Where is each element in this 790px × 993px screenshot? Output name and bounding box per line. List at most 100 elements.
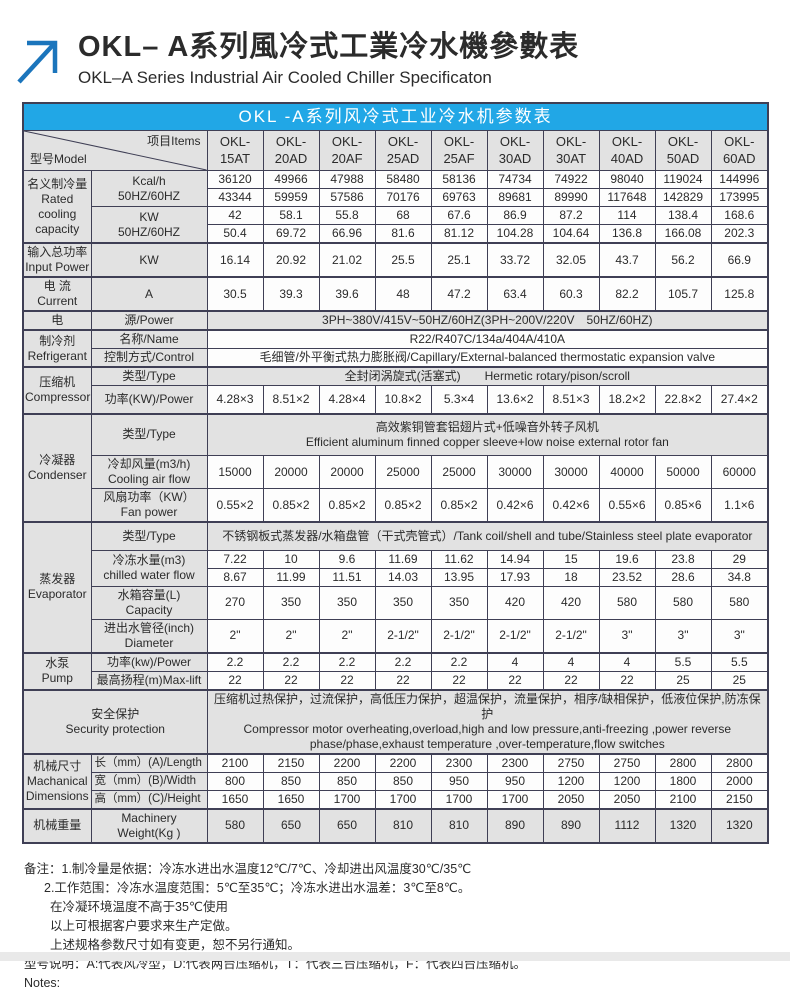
- data-cell: 2-1/2": [542, 618, 600, 653]
- data-cell: 7.22: [206, 549, 264, 569]
- row-label: 810: [430, 807, 488, 843]
- data-cell: 1650: [262, 789, 320, 809]
- row-label: 名称/Name: [90, 329, 208, 349]
- data-cell: 2-1/2": [374, 618, 432, 653]
- data-cell: 125.8: [710, 276, 769, 312]
- row-label: 1320: [654, 807, 712, 843]
- data-cell: 48: [374, 276, 432, 312]
- row-label: 进出水管径(inch) Diameter: [90, 618, 208, 653]
- data-cell: 2-1/2": [430, 618, 488, 653]
- data-cell: 39.3: [262, 276, 320, 312]
- data-cell: 3": [710, 618, 769, 653]
- data-cell: 2750: [542, 752, 600, 773]
- corner-items-label: 项目Items: [147, 134, 201, 148]
- table-row: 8.67 11.99 11.51 14.03 13.95 17.93 18 23.52 28.6…: [23, 567, 769, 587]
- data-cell: 1700: [318, 789, 376, 809]
- data-cell: 60000: [710, 455, 769, 489]
- data-cell: 高效紫铜管套铝翅片式+低噪音外转子风机 Efficient aluminum f…: [206, 412, 769, 456]
- page-title: OKL– A系列風冷式工業冷水機參數表: [78, 31, 580, 63]
- table-row: 机械重量 Machinery Weight(Kg ) 580 650 650 810 810…: [22, 807, 769, 843]
- data-cell: 104.64: [542, 224, 600, 244]
- data-cell: 23.8: [654, 549, 712, 569]
- data-cell: 58.1: [262, 206, 320, 225]
- data-cell: 580: [654, 585, 712, 620]
- data-cell: 15000: [206, 455, 264, 489]
- data-cell: 142829: [654, 188, 712, 207]
- row-label: 源/Power: [90, 310, 208, 331]
- data-cell: 2-1/2": [486, 618, 544, 653]
- data-cell: 2150: [710, 789, 769, 809]
- data-cell: 950: [486, 771, 544, 791]
- data-cell: 20000: [262, 455, 320, 489]
- row-label: 压缩机 Compressor: [22, 366, 92, 414]
- data-cell: 25.1: [430, 242, 488, 278]
- data-cell: 18: [542, 567, 600, 587]
- data-cell: 2000: [710, 771, 769, 791]
- row-label: 电 流 Current: [22, 276, 92, 312]
- table-row: 水箱容量(L) Capacity 270 350 350 350 350 420 420 580…: [23, 585, 769, 620]
- data-cell: 4: [598, 651, 656, 672]
- model-header: OKL- 20AD: [262, 130, 320, 171]
- table-row: 输入总功率 Input Power KW 16.14 20.92 21.02 25.5 25…: [22, 242, 769, 278]
- data-cell: 13.6×2: [486, 385, 544, 414]
- up-right-arrow-icon: [14, 30, 72, 88]
- data-cell: 69.72: [262, 224, 320, 244]
- data-cell: 不锈钢板式蒸发器/水箱盘管（干式壳管式）/Tank coil/shell and…: [206, 521, 769, 551]
- data-cell: 3": [654, 618, 712, 653]
- data-cell: 57586: [318, 188, 376, 207]
- data-cell: 2800: [710, 752, 769, 773]
- data-cell: 11.51: [318, 567, 376, 587]
- table-row: KW 50HZ/60HZ 42 58.1 55.8 68 67.6 86.9 87.2 114 1…: [23, 206, 769, 244]
- data-cell: 25000: [374, 455, 432, 489]
- table-row: 冷冻水量(m3) chilled water flow 7.22 10 9.6 11.6…: [23, 549, 769, 587]
- data-cell: 13.95: [430, 567, 488, 587]
- data-cell: 25000: [430, 455, 488, 489]
- data-cell: 350: [262, 585, 320, 620]
- row-label: 高（mm）(C)/Height: [90, 789, 208, 809]
- model-header: OKL- 20AF: [318, 130, 376, 171]
- table-row: 电源/Power 3PH~380V/415V~50HZ/60HZ(3PH~200V…: [22, 310, 769, 331]
- row-label: 1320: [710, 807, 769, 843]
- data-cell: 39.6: [318, 276, 376, 312]
- table-row: 50.4 69.72 66.96 81.6 81.12 104.28 104.64 136.8…: [23, 224, 769, 244]
- spec-table-wrap: OKL -A系列风冷式工业冷水机参数表 项目Items 型号Model OKL- 15…: [22, 102, 770, 844]
- data-cell: 0.85×6: [654, 488, 712, 523]
- table-row: 宽（mm）(B)/Width 800 850 850 850 950 950 1200 1200…: [23, 771, 769, 791]
- row-label: 电: [22, 310, 92, 331]
- row-label: KW 50HZ/60HZ: [90, 206, 208, 244]
- corner-model-label: 型号Model: [30, 152, 87, 166]
- data-cell: 74922: [542, 170, 600, 189]
- data-cell: 22: [318, 670, 376, 690]
- table-title: OKL -A系列风冷式工业冷水机参数表: [22, 102, 769, 131]
- data-cell: 4.28×3: [206, 385, 264, 414]
- row-label: 水泵 Pump: [22, 651, 92, 690]
- table-row: 进出水管径(inch) Diameter 2" 2" 2" 2-1/2" 2-1/2" 2-…: [23, 618, 769, 653]
- corner-cell: 项目Items 型号Model: [22, 130, 208, 171]
- note-line: 在冷凝环境温度不高于35℃使用: [50, 899, 228, 914]
- data-cell: 8.51×3: [542, 385, 600, 414]
- data-cell: 0.85×2: [318, 488, 376, 523]
- model-header: OKL- 40AD: [598, 130, 656, 171]
- data-cell: 43344: [206, 188, 264, 207]
- data-cell: 104.28: [486, 224, 544, 244]
- data-cell: 2100: [654, 789, 712, 809]
- data-cell: 1700: [486, 789, 544, 809]
- data-cell: 350: [374, 585, 432, 620]
- data-cell: 14.03: [374, 567, 432, 587]
- data-cell: 23.52: [598, 567, 656, 587]
- data-cell: 1700: [374, 789, 432, 809]
- data-cell: 2.2: [262, 651, 320, 672]
- row-label: 最高扬程(m)Max-lift: [90, 670, 208, 690]
- table-row: 冷凝器 Condenser 类型/Type 高效紫铜管套铝翅片式+低噪音外转子风机 …: [22, 412, 769, 523]
- data-cell: 安全保护 Security protection: [22, 688, 208, 754]
- data-cell: 2.2: [374, 651, 432, 672]
- data-cell: 25: [654, 670, 712, 690]
- page-subtitle: OKL–A Series Industrial Air Cooled Chill…: [78, 68, 492, 87]
- data-cell: 59959: [262, 188, 320, 207]
- data-cell: 1.1×6: [710, 488, 769, 523]
- data-cell: 2150: [262, 752, 320, 773]
- data-cell: 2300: [430, 752, 488, 773]
- data-cell: 800: [206, 771, 264, 791]
- title-block: OKL– A系列風冷式工業冷水機參數表 OKL–A Series Industr…: [78, 30, 579, 90]
- data-cell: 压缩机过热保护，过流保护，高低压力保护，超温保护，流量保护，相序/缺相保护，低液…: [206, 688, 769, 754]
